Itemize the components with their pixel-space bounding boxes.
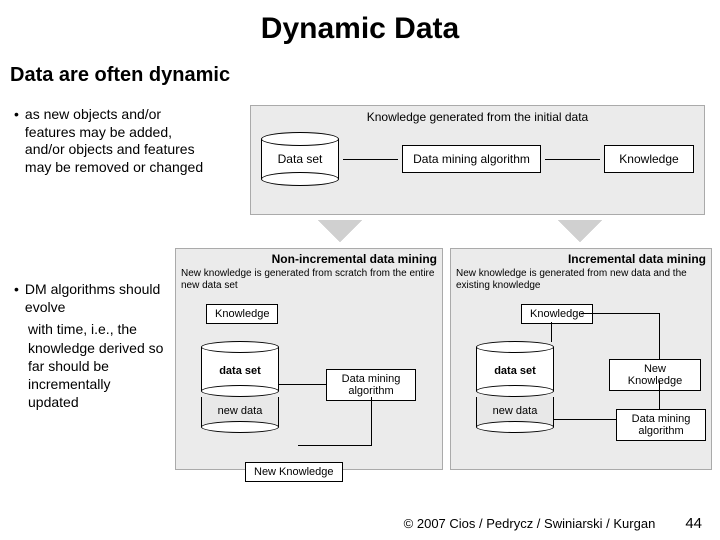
bullet-text: DM algorithms should evolve — [25, 280, 164, 316]
knowledge-box: Knowledge — [604, 145, 694, 173]
algorithm-box: Data mining algorithm — [402, 145, 541, 173]
bullet-text: as new objects and/or features may be ad… — [25, 106, 214, 176]
new-knowledge-box: New Knowledge — [245, 462, 343, 482]
dataset-label: data set — [201, 365, 279, 377]
knowledge-box: Knowledge — [521, 304, 593, 324]
newdata-label: new data — [201, 405, 279, 417]
page-number: 44 — [685, 515, 702, 532]
connector-line — [581, 313, 659, 314]
algorithm-box: Data mining algorithm — [616, 409, 706, 441]
dataset-cylinder: Data set — [261, 132, 339, 186]
connector-line — [371, 397, 372, 445]
new-knowledge-box: New Knowledge — [609, 359, 701, 391]
stacked-cylinder: data set new data — [201, 341, 279, 436]
panel-subtext: New knowledge is generated from scratch … — [176, 268, 442, 295]
bullet-subtext: with time, i.e., the knowledge derived s… — [14, 320, 164, 411]
connector-line — [279, 384, 326, 385]
lower-section: Non-incremental data mining New knowledg… — [175, 248, 715, 478]
bullet-group-2: • DM algorithms should evolve with time,… — [14, 280, 164, 411]
bullet-dot: • — [14, 280, 19, 316]
top-diagram-panel: Knowledge generated from the initial dat… — [250, 105, 705, 215]
arrow-down-icon — [318, 220, 362, 242]
dataset-label: Data set — [261, 152, 339, 166]
connector-line — [659, 313, 660, 359]
footer: © 2007 Cios / Pedrycz / Swiniarski / Kur… — [0, 515, 720, 532]
connector-line — [545, 159, 600, 160]
knowledge-box: Knowledge — [206, 304, 278, 324]
connector-line — [659, 381, 660, 409]
arrow-down-icon — [558, 220, 602, 242]
connector-line — [343, 159, 398, 160]
non-incremental-panel: Non-incremental data mining New knowledg… — [175, 248, 443, 470]
panel-header: Non-incremental data mining — [176, 249, 442, 268]
connector-line — [551, 322, 552, 342]
panel-header: Incremental data mining — [451, 249, 711, 268]
page-title: Dynamic Data — [0, 0, 720, 64]
bullet-dot: • — [14, 106, 19, 176]
panel-subtext: New knowledge is generated from new data… — [451, 268, 711, 295]
bullet-group-1: • as new objects and/or features may be … — [14, 106, 214, 180]
incremental-panel: Incremental data mining New knowledge is… — [450, 248, 712, 470]
newdata-label: new data — [476, 405, 554, 417]
stacked-cylinder: data set new data — [476, 341, 554, 436]
top-caption: Knowledge generated from the initial dat… — [251, 106, 704, 132]
connector-line — [298, 445, 372, 446]
subtitle: Data are often dynamic — [0, 64, 720, 97]
connector-line — [554, 419, 616, 420]
copyright-text: © 2007 Cios / Pedrycz / Swiniarski / Kur… — [404, 516, 656, 531]
dataset-label: data set — [476, 365, 554, 377]
